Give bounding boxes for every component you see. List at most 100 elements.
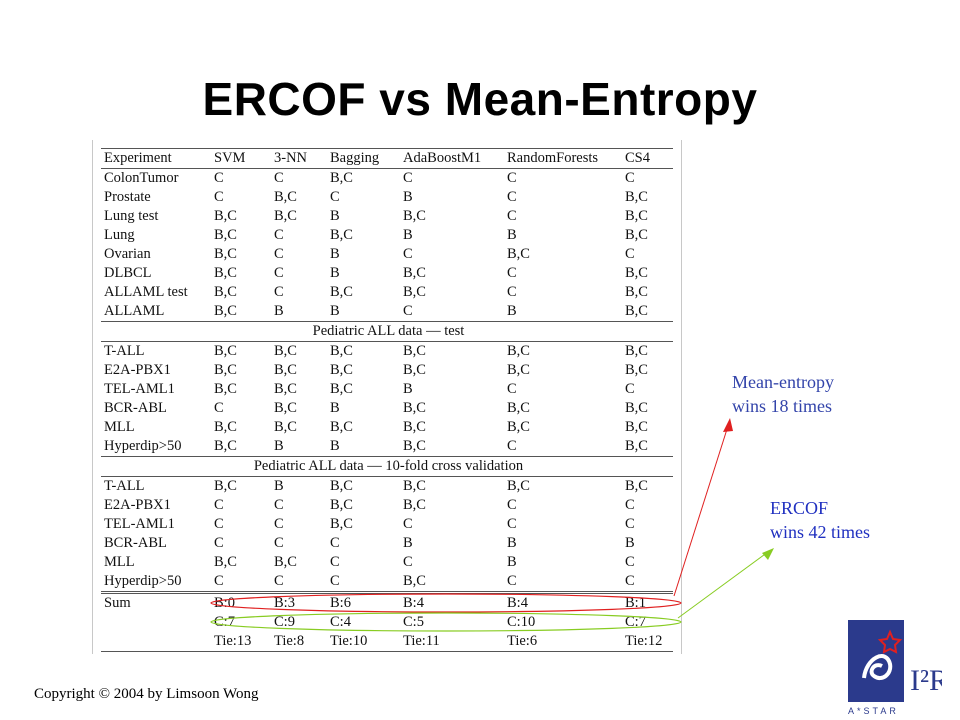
table-cell: C [625, 573, 635, 589]
section-row-cv: Pediatric ALL data — 10-fold cross valid… [101, 456, 673, 477]
table-cell: B [507, 554, 517, 570]
table-cell: B,C [214, 419, 237, 435]
table-cell: B,C [274, 419, 297, 435]
mean-entropy-arrow [673, 425, 729, 597]
table-cell: B,C [274, 208, 297, 224]
table-cell: B [330, 438, 340, 454]
sum-b-row-ellipse [210, 593, 682, 613]
table-cell: B [330, 246, 340, 262]
results-table: Experiment SVM 3-NN Bagging AdaBoostM1 Random… [101, 148, 673, 652]
table-cell: B,C [214, 343, 237, 359]
table-cell: B,C [625, 438, 648, 454]
table-cell: B,C [330, 170, 353, 186]
logo-i2r-text: I²R [910, 664, 942, 697]
table-cell: B [274, 478, 284, 494]
table-cell: Hyperdip>50 [104, 573, 182, 589]
table-row: TEL-AML1 C C B,C C C C [101, 515, 673, 534]
table-cell: B:1 [622, 591, 673, 613]
table-cell: C [214, 170, 224, 186]
table-cell: B [507, 303, 517, 319]
table-cell: B,C [625, 400, 648, 416]
table-cell: C [507, 438, 517, 454]
table-cell: B,C [214, 265, 237, 281]
table-cell: B,C [625, 284, 648, 300]
table-cell: B,C [330, 362, 353, 378]
section-title: Pediatric ALL data — 10-fold cross valid… [101, 456, 673, 477]
table-cell: C [274, 284, 284, 300]
table-cell: Sum [101, 591, 211, 613]
table-cell: C [214, 535, 224, 551]
table-cell: C [507, 381, 517, 397]
table-cell: E2A-PBX1 [104, 362, 171, 378]
table-cell: C [507, 189, 517, 205]
table-cell: B,C [403, 497, 426, 513]
table-cell: B [330, 400, 340, 416]
table-cell: B,C [625, 227, 648, 243]
table-cell: C [330, 189, 340, 205]
table-cell: B [330, 265, 340, 281]
table-cell: B [507, 227, 517, 243]
table-cell: MLL [104, 554, 135, 570]
table-cell: B,C [625, 419, 648, 435]
table-cell: B,C [507, 478, 530, 494]
table-cell: C [625, 170, 635, 186]
table-cell: C [403, 516, 413, 532]
table-cell: B [403, 535, 413, 551]
sum-row-continued: Tie:13 Tie:8 Tie:10 Tie:11 Tie:6 Tie:12 [101, 632, 673, 652]
table-cell: B,C [330, 419, 353, 435]
table-cell: B [330, 303, 340, 319]
ercof-note-line2: wins 42 times [770, 522, 871, 542]
table-cell: B,C [274, 189, 297, 205]
table-cell: C [214, 189, 224, 205]
table-cell: C [330, 535, 340, 551]
mean-entropy-arrowhead [723, 418, 733, 432]
table-cell: TEL-AML1 [104, 516, 175, 532]
table-cell: C [403, 170, 413, 186]
table-cell: B,C [403, 478, 426, 494]
astar-i2r-logo: I²R A*STAR [848, 620, 942, 716]
table-cell: B,C [403, 400, 426, 416]
table-row: E2A-PBX1 B,C B,C B,C B,C B,C B,C [101, 361, 673, 380]
table-cell: C [214, 516, 224, 532]
table-row: T-ALL B,C B B,C B,C B,C B,C [101, 477, 673, 497]
ercof-note: ERCOF wins 42 times [770, 496, 870, 544]
table-cell: B,C [625, 362, 648, 378]
table-cell: BCR-ABL [104, 400, 167, 416]
table-cell: B,C [274, 362, 297, 378]
table-cell: E2A-PBX1 [104, 497, 171, 513]
table-cell: Prostate [104, 189, 151, 205]
table-cell: B,C [403, 343, 426, 359]
table-cell: B,C [625, 478, 648, 494]
table-row: Ovarian B,C C B C B,C C [101, 245, 673, 264]
table-cell: RandomForests [504, 148, 622, 169]
table-cell: B,C [214, 381, 237, 397]
table-cell: Tie:13 [211, 632, 271, 652]
table-cell: B,C [403, 362, 426, 378]
table-cell: B,C [330, 284, 353, 300]
table-cell: Ovarian [104, 246, 151, 262]
table-cell: 3-NN [271, 148, 327, 169]
table-cell: C [330, 554, 340, 570]
table-cell: B,C [625, 189, 648, 205]
ercof-arrowhead [762, 548, 774, 560]
table-cell: B,C [330, 516, 353, 532]
table-cell: B,C [507, 362, 530, 378]
table-cell: Lung [104, 227, 135, 243]
table-row: MLL B,C B,C B,C B,C B,C B,C [101, 418, 673, 437]
table-cell: C:7 [625, 614, 646, 630]
table-row: BCR-ABL C B,C B B,C B,C B,C [101, 399, 673, 418]
table-cell: B,C [274, 343, 297, 359]
table-cell: C [274, 516, 284, 532]
table-cell: CS4 [622, 148, 673, 169]
table-cell: C [274, 246, 284, 262]
table-cell: B,C [403, 419, 426, 435]
table-cell: B,C [214, 208, 237, 224]
ercof-note-line1: ERCOF [770, 498, 829, 518]
table-cell: ALLAML [104, 303, 165, 319]
table-cell: TEL-AML1 [104, 381, 175, 397]
table-cell: BCR-ABL [104, 535, 167, 551]
table-cell: C:9 [274, 614, 295, 630]
table-cell: B,C [507, 246, 530, 262]
table-cell: C [274, 573, 284, 589]
table-cell: C [625, 516, 635, 532]
